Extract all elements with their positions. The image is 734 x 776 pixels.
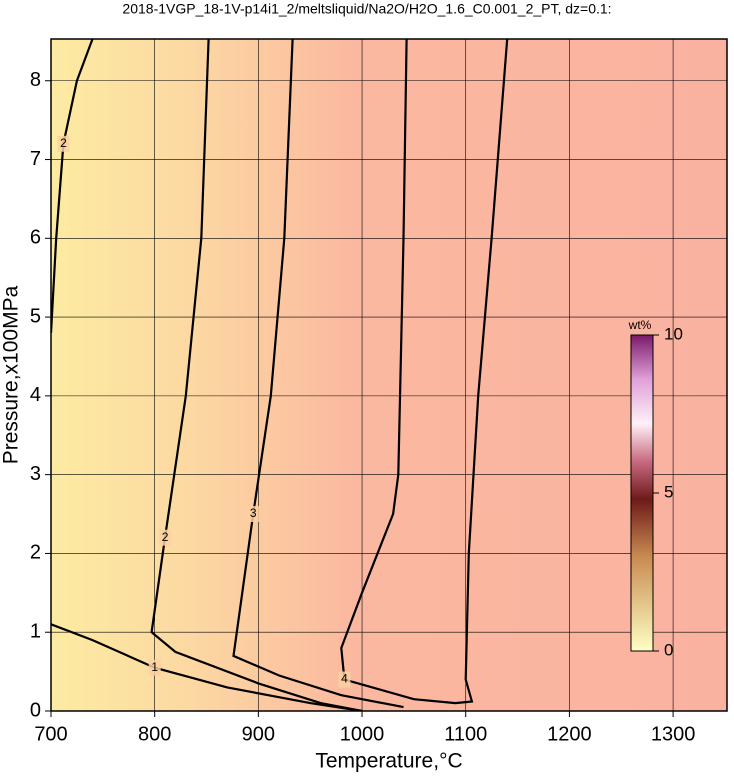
contour-label-bg (247, 506, 260, 523)
x-tick-label: 1200 (547, 723, 592, 745)
grid (50, 39, 727, 712)
y-tick-label: 1 (30, 621, 41, 643)
x-tick-label: 700 (34, 723, 67, 745)
contour-line (51, 623, 363, 711)
y-tick-label: 4 (30, 384, 41, 406)
y-axis-label: Pressure,x100MPa (0, 285, 23, 464)
contour-label: 1 (151, 660, 158, 674)
colorbar-tick-label: 10 (664, 324, 683, 343)
colorbar-tick-label: 5 (664, 482, 673, 501)
plot-background (51, 39, 727, 711)
contour-label: 2 (60, 136, 67, 150)
colorbar-tick-label: 0 (664, 640, 673, 659)
contour-label-bg (148, 659, 161, 676)
contour-label: 2 (162, 530, 169, 544)
y-tick-label: 0 (30, 699, 41, 721)
contour-label: 3 (250, 506, 257, 520)
y-tick-label: 2 (30, 542, 41, 564)
y-tick-label: 3 (30, 463, 41, 485)
colorbar-label: wt% (628, 318, 652, 332)
contour-label-bg (159, 529, 172, 546)
contours: 1 2 2 3 4 (51, 39, 509, 711)
chart-title: 2018-1VGP_18-1V-p14i1_2/meltsliquid/Na2O… (122, 1, 611, 17)
y-tick-label: 7 (30, 148, 41, 170)
contour-label: 4 (341, 672, 348, 686)
contour-label-bg (338, 671, 351, 688)
colorbar (630, 334, 654, 652)
contour-line (340, 39, 509, 705)
plot-frame (50, 38, 728, 712)
contour-line (150, 39, 363, 711)
x-axis-label: Temperature,°C (315, 750, 462, 773)
x-tick-label: 1100 (444, 723, 487, 745)
contour-label-bg (57, 135, 70, 152)
x-tick-label: 800 (138, 723, 171, 745)
x-tick-label: 900 (242, 723, 275, 745)
x-tick-label: 1300 (651, 723, 696, 745)
y-tick-label: 6 (30, 227, 41, 249)
contour-line (232, 39, 404, 709)
y-tick-label: 5 (30, 305, 41, 327)
y-tick-label: 8 (30, 69, 41, 91)
x-tick-label: 1000 (340, 723, 385, 745)
